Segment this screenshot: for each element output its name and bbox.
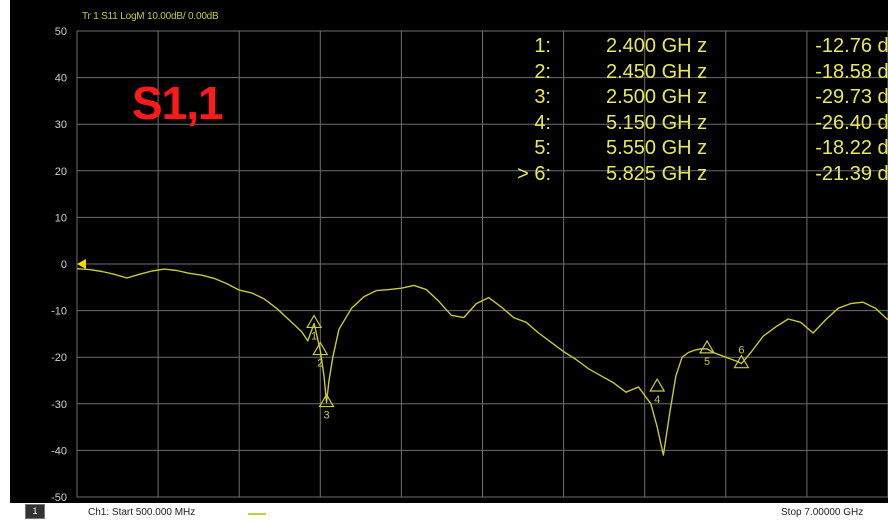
marker-row-6[interactable]: > 6: 5.825 GH z -21.39 dB [486,162,888,188]
marker-row-4[interactable]: 4: 5.150 GH z -26.40 dB [486,111,888,137]
marker-table: 1: 2.400 GH z -12.76 dB 2: 2.450 GH z -1… [486,34,888,187]
trace-color-swatch [248,513,266,515]
marker-2-triangle [312,341,329,356]
trace-info[interactable]: Tr 1 S11 LogM 10.00dB/ 0.00dB [82,11,219,22]
y-tick-label: 30 [55,119,67,131]
reference-level-arrow [77,259,86,269]
marker-frequency: 5.550 GH z [606,137,708,159]
marker-1-label: 1 [311,330,317,342]
marker-index: 1: [534,35,551,57]
marker-3-triangle [318,393,335,408]
y-tick-label: 40 [55,73,67,85]
marker-6-triangle [733,354,750,369]
start-frequency-label: Ch1: Start 500.000 MHz [88,507,196,518]
marker-value: -21.39 dB [815,162,888,185]
trace-s11-line [76,268,888,456]
y-tick-label: -10 [51,306,67,318]
marker-frequency: 2.500 GH z [606,86,708,108]
y-tick-label: 0 [61,259,67,271]
y-tick-label: -50 [51,492,67,504]
y-tick-label: 10 [55,212,67,224]
marker-row-2[interactable]: 2: 2.450 GH z -18.58 dB [486,60,888,86]
marker-frequency: 2.450 GH z [606,60,708,83]
marker-row-3[interactable]: 3: 2.500 GH z -29.73 dB [486,85,888,111]
channel-badge[interactable]: 1 [25,504,45,519]
marker-frequency: 5.150 GH z [606,111,708,134]
y-tick-label: 20 [55,166,67,178]
marker-4-label: 4 [654,394,660,406]
marker-value: -18.22 dB [815,137,888,159]
marker-value: -12.76 dB [815,35,888,57]
marker-5-triangle [699,339,716,354]
parameter-label: S1,1 [132,77,224,129]
stop-frequency-label: Stop 7.00000 GHz [781,507,864,518]
y-tick-label: -20 [51,352,67,364]
marker-value: -29.73 dB [815,86,888,108]
marker-index: 2: [534,60,551,83]
vna-display: 50 40 30 20 10 0 -10 -20 -30 -40 -50 1 2 3 4 5 6 Tr 1 S1… [10,0,888,523]
marker-index: 4: [534,111,551,134]
marker-2-label: 2 [317,358,323,370]
marker-index: > 6: [517,162,551,185]
marker-frequency: 2.400 GH z [606,35,708,57]
y-tick-label: -40 [51,445,67,457]
marker-row-1[interactable]: 1: 2.400 GH z -12.76 dB [486,34,888,60]
marker-index: 5: [534,137,551,159]
y-tick-label: -30 [51,399,67,411]
marker-5-label: 5 [704,356,710,368]
y-tick-label: 50 [55,26,67,38]
marker-4-triangle [649,377,666,392]
marker-1-triangle [306,314,323,329]
marker-index: 3: [534,86,551,108]
marker-frequency: 5.825 GH z [606,162,708,185]
marker-6-label: 6 [738,345,744,357]
plot-area: 50 40 30 20 10 0 -10 -20 -30 -40 -50 1 2 3 4 5 6 [51,26,888,504]
marker-row-5[interactable]: 5: 5.550 GH z -18.22 dB [486,136,888,162]
marker-value: -26.40 dB [815,111,888,134]
status-footer [10,503,888,523]
marker-3-label: 3 [323,410,329,422]
marker-value: -18.58 dB [815,60,888,83]
